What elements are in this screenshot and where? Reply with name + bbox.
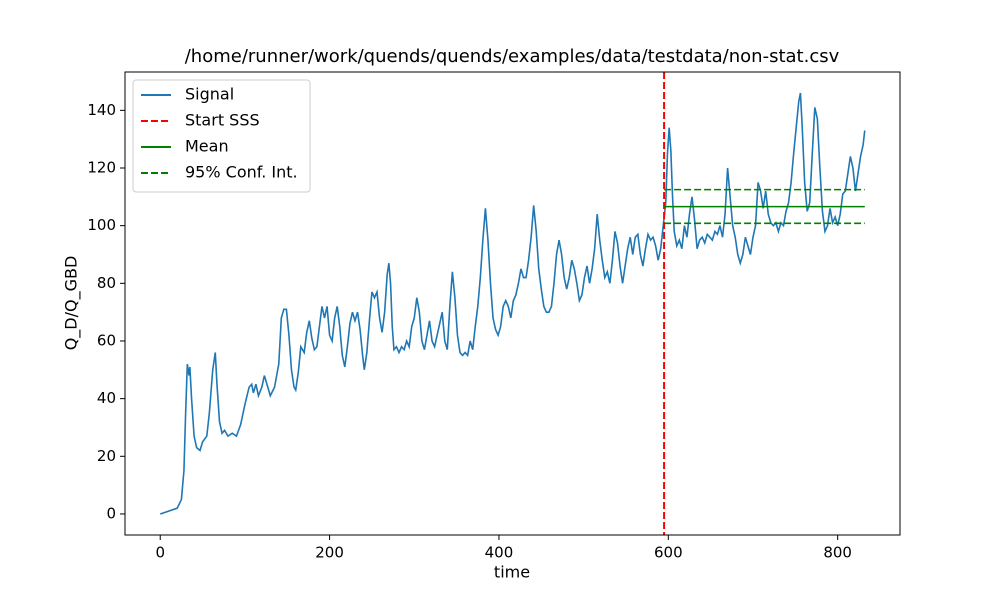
legend-label: Start SSS bbox=[185, 111, 260, 130]
line-series bbox=[159, 92, 866, 515]
x-tick-label: 600 bbox=[654, 544, 683, 562]
y-tick-label: 20 bbox=[97, 447, 116, 465]
plot-frame bbox=[124, 71, 901, 536]
legend-label: Signal bbox=[185, 85, 234, 104]
x-tick-label: 800 bbox=[823, 544, 852, 562]
legend-box bbox=[132, 79, 311, 193]
y-tick-label: 140 bbox=[87, 101, 116, 119]
y-tick-label: 80 bbox=[97, 274, 116, 292]
x-axis-label: time bbox=[494, 563, 530, 582]
x-tick-label: 200 bbox=[315, 544, 344, 562]
y-tick-label: 120 bbox=[87, 159, 116, 177]
legend-label: 95% Conf. Int. bbox=[185, 163, 298, 182]
y-tick-label: 0 bbox=[106, 504, 116, 522]
y-tick-label: 100 bbox=[87, 216, 116, 234]
x-tick-label: 0 bbox=[155, 544, 165, 562]
legend: Signal Start SSS Mean 95% Conf. Int. bbox=[132, 79, 311, 193]
y-tick-label: 40 bbox=[97, 389, 116, 407]
y-axis-label: Q_D/Q_GBD bbox=[62, 256, 82, 351]
chart-title: /home/runner/work/quends/quends/examples… bbox=[185, 46, 840, 67]
legend-label: Mean bbox=[185, 137, 229, 156]
y-tick-label: 60 bbox=[97, 331, 116, 349]
x-tick-label: 400 bbox=[485, 544, 514, 562]
